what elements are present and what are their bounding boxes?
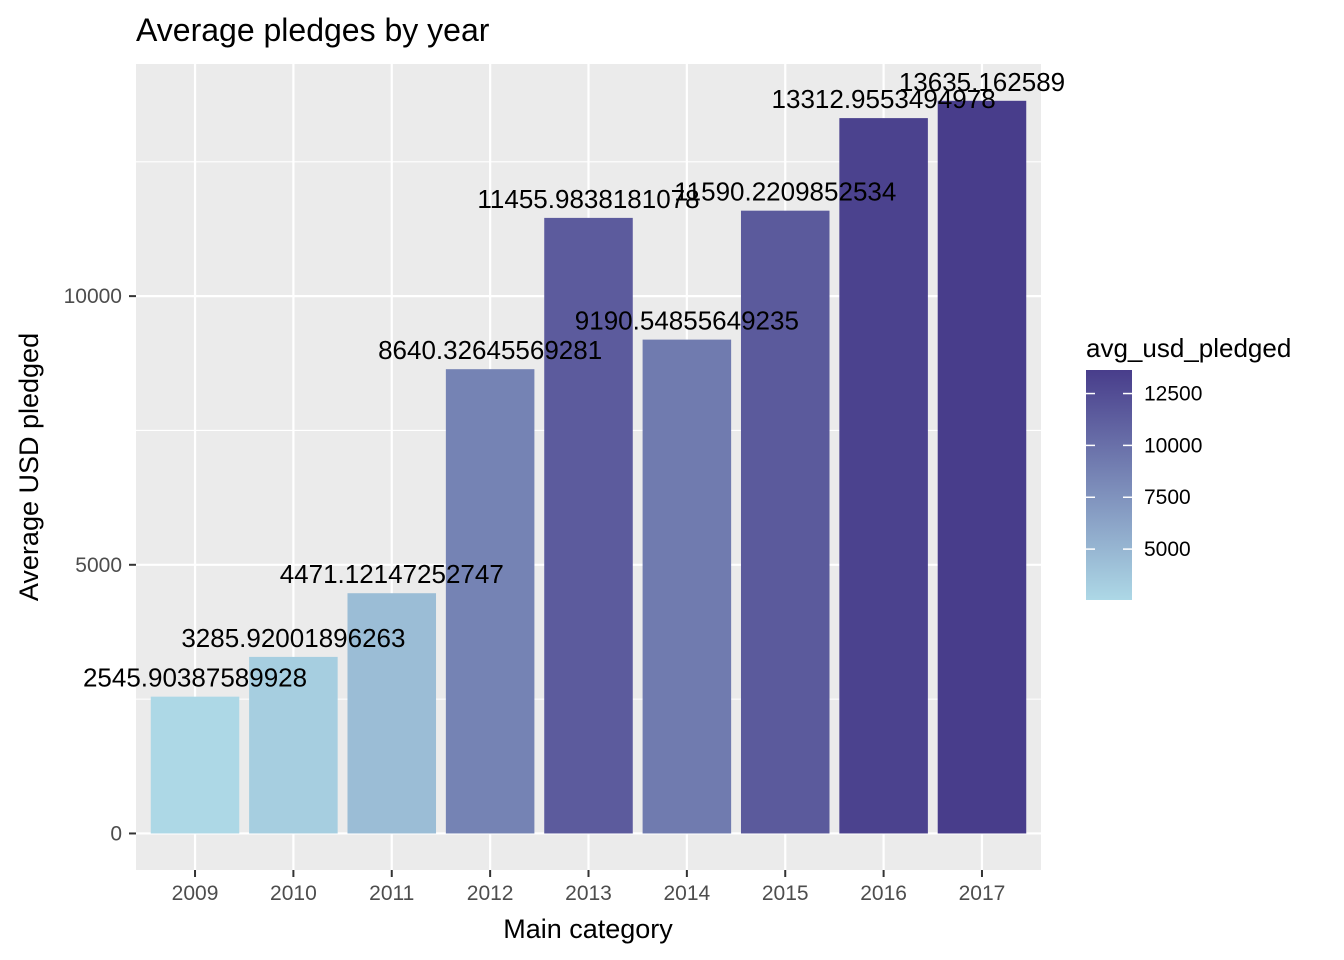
data-label-2009: 2545.90387589928 (83, 663, 307, 693)
y-axis: 0 5000 10000 (64, 285, 136, 845)
bar-data-labels: 2545.90387589928 3285.92001896263 4471.121… (83, 67, 1065, 693)
bar-2010 (249, 656, 338, 834)
data-label-2016: 13312.9553494978 (772, 84, 996, 114)
legend-tick-label: 7500 (1144, 486, 1191, 509)
bar-2012 (445, 369, 535, 834)
data-label-2015: 11590.2209852534 (674, 177, 896, 207)
x-tick-label: 2009 (172, 882, 219, 905)
legend-tick-label: 12500 (1144, 383, 1202, 406)
x-tick-label: 2013 (565, 882, 612, 905)
bar-2014 (642, 339, 732, 834)
legend-ticks: 5000 7500 10000 12500 (1086, 383, 1202, 561)
data-label-2013: 11455.9838181078 (477, 184, 699, 214)
x-tick-label: 2012 (467, 882, 514, 905)
x-tick-label: 2014 (664, 882, 711, 905)
x-tick-label: 2011 (369, 882, 414, 905)
data-label-2011: 4471.12147252747 (280, 559, 504, 589)
bar-2015 (740, 210, 830, 834)
bar-2011 (347, 593, 437, 834)
legend-tick-label: 10000 (1144, 434, 1202, 457)
x-tick-label: 2015 (762, 882, 809, 905)
y-tick-label: 0 (110, 822, 122, 845)
bar-2016 (839, 118, 928, 834)
data-label-2012: 8640.32645569281 (378, 335, 602, 365)
x-tick-label: 2017 (959, 882, 1006, 905)
x-axis: 2009 2010 2011 2012 2013 2014 2015 2016 2017 (172, 870, 1006, 905)
legend: avg_usd_pledged 5000 7500 10000 12500 (1086, 333, 1291, 600)
legend-title: avg_usd_pledged (1086, 333, 1291, 363)
legend-colorbar (1086, 370, 1132, 600)
legend-tick-label: 5000 (1144, 538, 1191, 561)
y-tick-label: 5000 (75, 554, 122, 577)
bar-2017 (937, 100, 1027, 834)
data-label-2017: 13635.162589 (899, 67, 1065, 97)
y-tick-label: 10000 (64, 285, 122, 308)
x-tick-label: 2010 (270, 882, 317, 905)
x-tick-label: 2016 (860, 882, 907, 905)
y-axis-title: Average USD pledged (14, 333, 44, 601)
chart-title: Average pledges by year (136, 12, 490, 48)
data-label-2010: 3285.92001896263 (181, 623, 405, 653)
data-label-2014: 9190.54855649235 (575, 306, 799, 336)
x-axis-title: Main category (503, 914, 673, 944)
bar-2013 (544, 217, 633, 834)
bar-2009 (150, 696, 240, 834)
bars (150, 100, 1027, 834)
